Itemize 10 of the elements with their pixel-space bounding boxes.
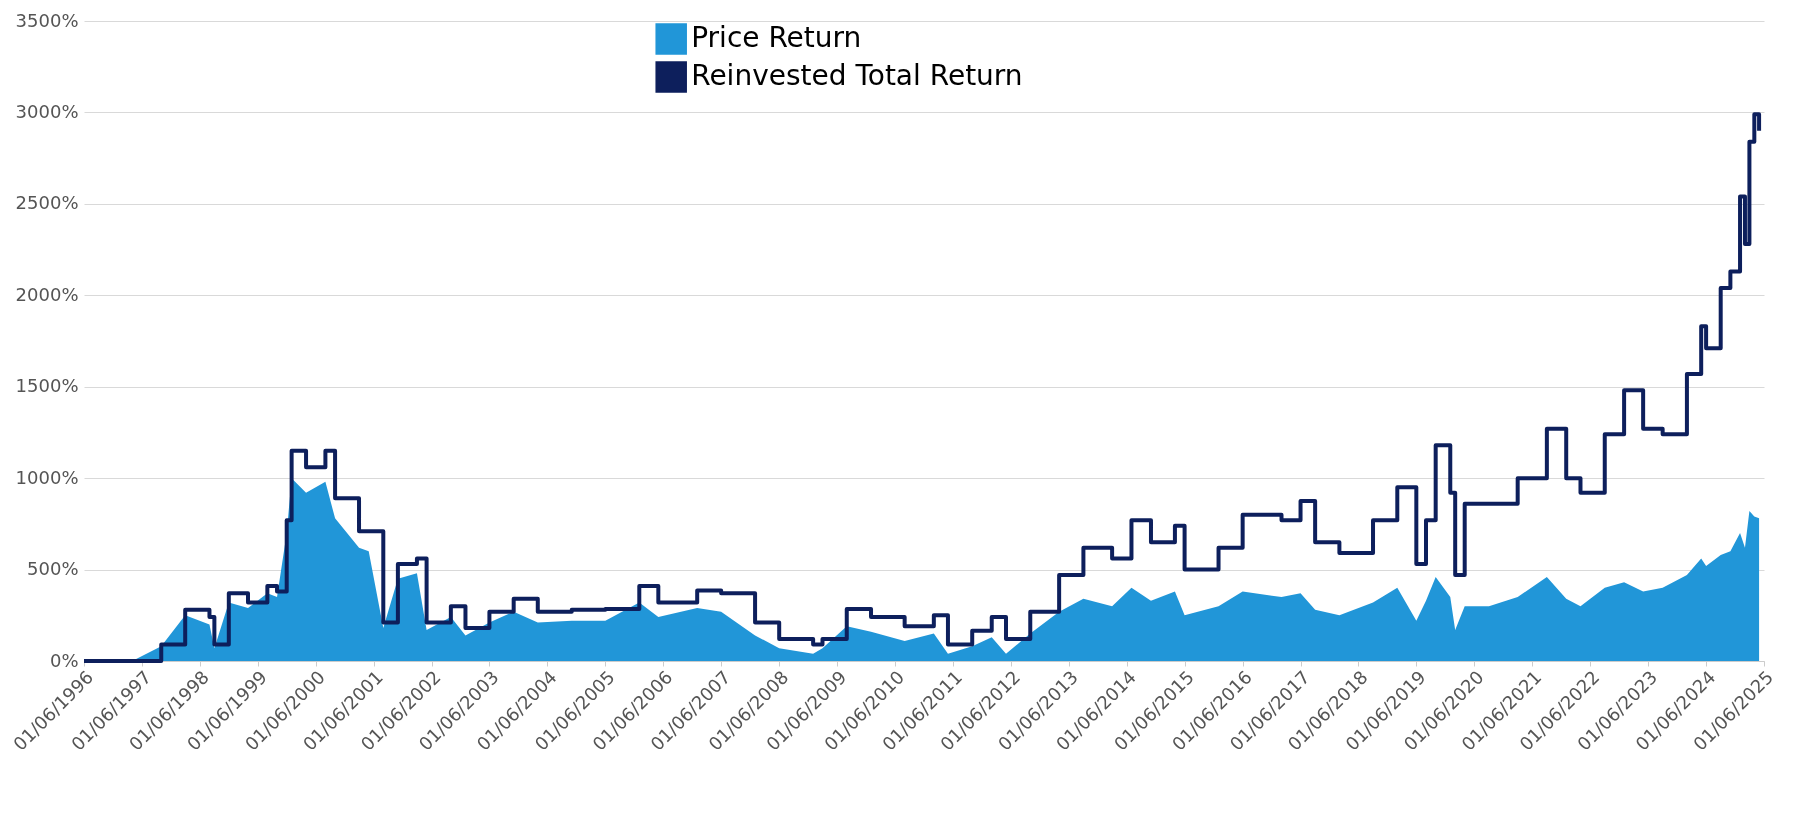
y-tick-label: 0% xyxy=(49,649,79,671)
y-tick-label: 500% xyxy=(27,558,79,580)
y-tick-label: 3500% xyxy=(15,9,79,31)
legend-label: Reinvested Total Return xyxy=(691,59,1023,92)
legend-label: Price Return xyxy=(691,21,862,54)
y-tick-label: 2500% xyxy=(15,192,79,214)
y-tick-label: 2000% xyxy=(15,283,79,305)
y-tick-label: 1000% xyxy=(15,466,79,488)
y-tick-label: 1500% xyxy=(15,375,79,397)
y-tick-label: 3000% xyxy=(15,100,79,122)
